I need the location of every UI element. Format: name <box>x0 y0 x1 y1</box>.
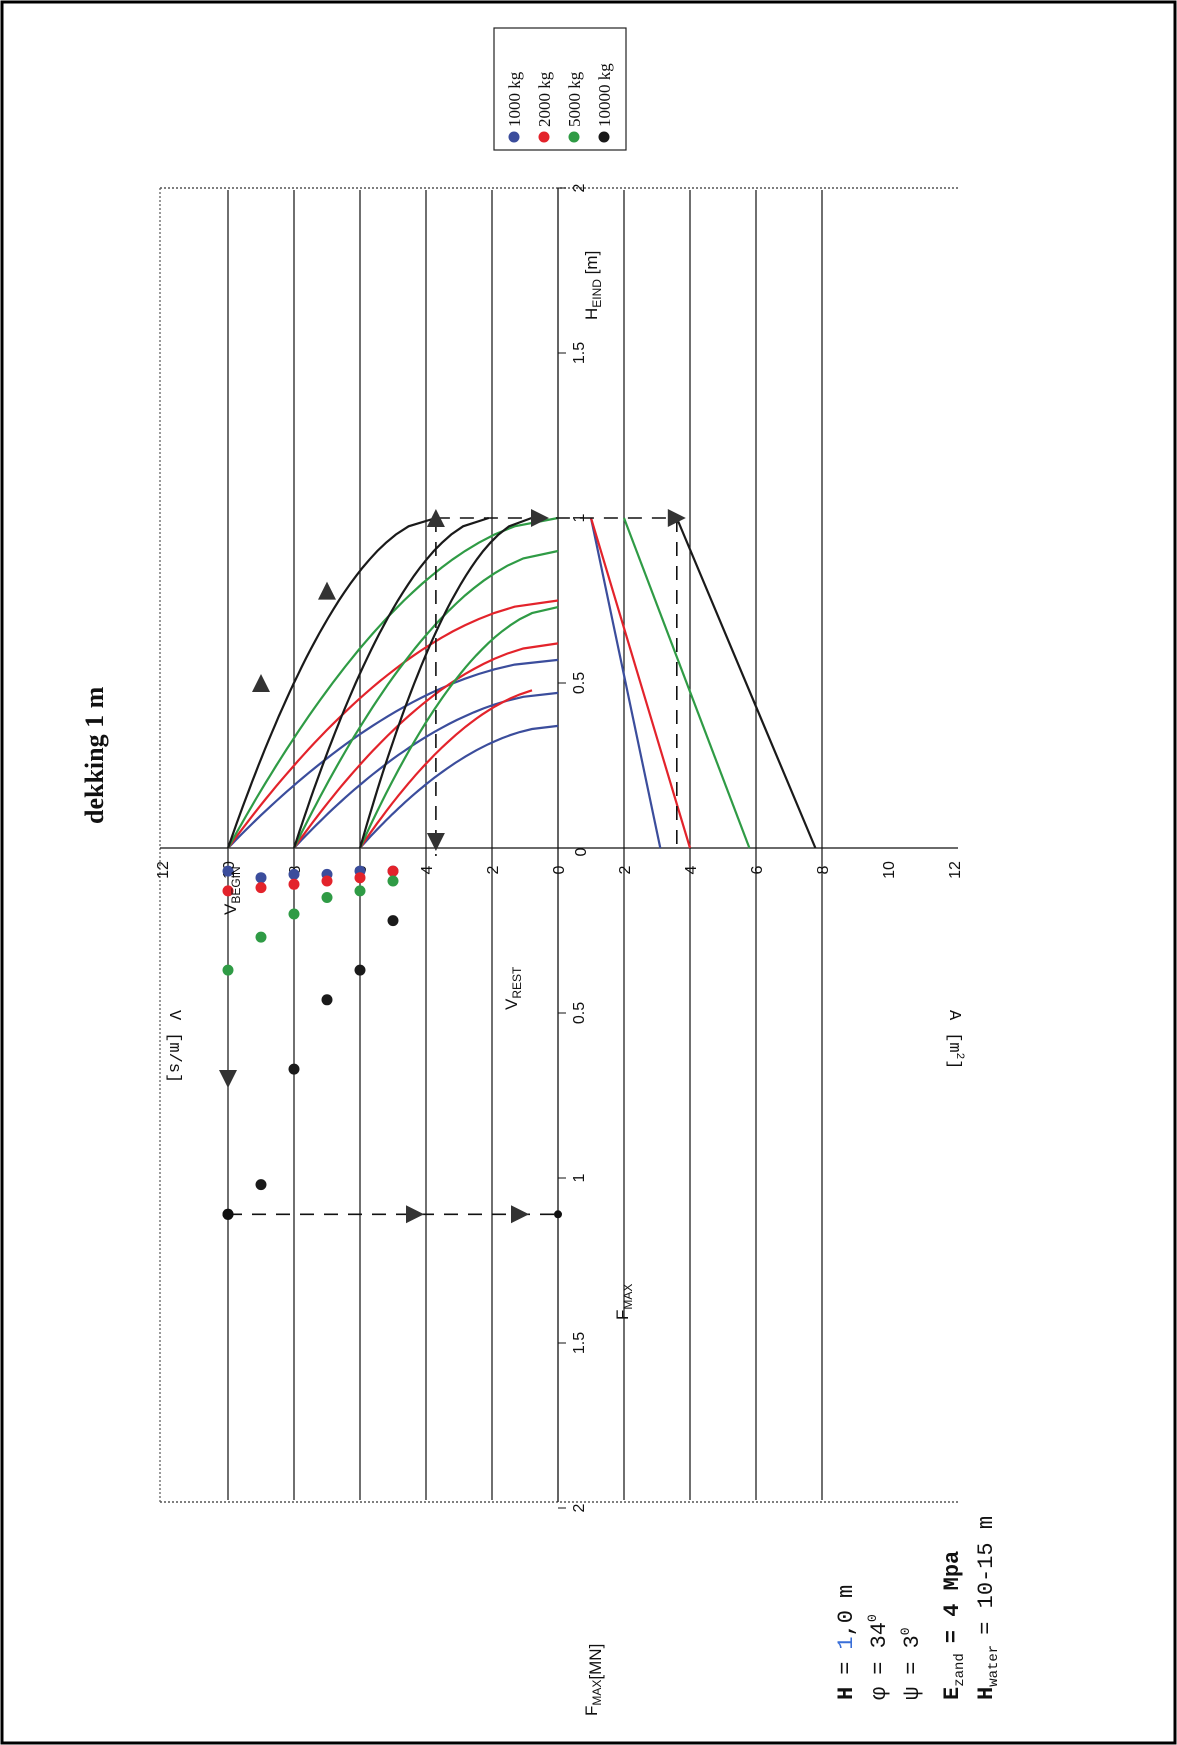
velocity-curve-5000kg-1 <box>293 549 559 849</box>
v-tick-label: 0 <box>551 865 568 874</box>
f-max-point-10000kg <box>354 964 366 976</box>
param-psi: ψ= 30 <box>898 1627 925 1700</box>
a-axis-label: A[m2] <box>944 1010 965 1069</box>
annotations: VBEGIN VREST FMAX <box>221 866 635 1320</box>
arrow-curve-1 <box>252 674 270 692</box>
velocity-curve-10000kg-2 <box>358 516 532 849</box>
f-max-point-10000kg <box>288 1063 300 1075</box>
legend-marker <box>568 131 580 143</box>
v-tick-label: 12 <box>155 861 172 879</box>
legend-label: 5000 kg <box>565 71 584 127</box>
f-max-point-10000kg <box>321 994 333 1006</box>
velocity-curve-2000kg-2 <box>359 689 533 849</box>
a-tick-label: 2 <box>617 865 634 874</box>
param-hwater: Hwater= 10-15 m <box>974 1516 1002 1700</box>
h-eind-tick-label: 1.5 <box>571 342 588 364</box>
param-phi: φ= 340 <box>865 1614 892 1700</box>
velocity-curve-5000kg-0 <box>227 516 559 849</box>
a-tick-label: 12 <box>947 861 964 879</box>
f-max-point-1000kg <box>288 868 300 880</box>
v-rest-label: VREST <box>502 966 524 1010</box>
f-max-point-5000kg <box>288 908 300 920</box>
v-tick-label: 2 <box>485 865 502 874</box>
v-tick-label: 4 <box>419 865 436 874</box>
legend: 1000 kg 2000 kg 5000 kg 10000 kg <box>493 27 627 151</box>
f-max-point-1000kg <box>222 865 234 877</box>
velocity-curve-10000kg-0 <box>226 516 437 849</box>
f-max-point-10000kg <box>255 1179 267 1191</box>
f-max-point-1000kg <box>255 872 267 884</box>
arrow-fmax-path <box>219 1070 237 1088</box>
legend-label: 1000 kg <box>505 71 524 127</box>
area-line-1000kg <box>589 517 662 849</box>
arrow-curve-2 <box>318 581 336 600</box>
arrow-heind <box>531 509 549 527</box>
f-max-tick-label: 1.5 <box>571 1332 588 1354</box>
velocity-curve-1000kg-1 <box>293 691 559 849</box>
param-ezand: Ezand= 4 Mpa <box>940 1551 968 1700</box>
legend-box <box>493 27 627 151</box>
legend-label: 10000 kg <box>595 63 614 127</box>
a-tick-label: 4 <box>683 865 700 874</box>
arrow-vrest-top <box>426 509 445 527</box>
f-max-point-2000kg <box>288 878 300 890</box>
f-max-point-5000kg <box>354 885 366 897</box>
chart-title: dekking 1 m <box>80 686 109 824</box>
f-max-point-2000kg <box>387 865 399 877</box>
f-max-tick-label: 0.5 <box>571 1002 588 1024</box>
velocity-curve-10000kg-1 <box>292 516 490 849</box>
h-eind-tick-label: 1 <box>571 513 588 522</box>
arrow-vrest <box>426 833 445 851</box>
a-tick-label: 10 <box>881 861 898 879</box>
f-max-tick-label: 2 <box>571 1503 588 1512</box>
f-max-point-10000kg <box>387 915 399 927</box>
h-eind-tick-label: 2 <box>571 183 588 192</box>
f-max-point-2000kg <box>321 875 333 887</box>
parameter-block: H=1,0m φ= 340 ψ= 30 Ezand= 4 Mpa Hwater=… <box>834 1516 1002 1700</box>
velocity-curve-5000kg-2 <box>358 606 559 849</box>
legend-label: 2000 kg <box>535 71 554 127</box>
axis-labels: HEIND [m] FMAX[MN] V[m/s] A[m2] <box>164 251 965 1716</box>
arrow-fmax-axis <box>511 1205 529 1224</box>
f-max-tick-label: 1 <box>571 1173 588 1182</box>
h-eind-tick-label: 0.5 <box>571 672 588 694</box>
velocity-curve-1000kg-2 <box>359 724 559 849</box>
velocity-curve-2000kg-0 <box>227 599 559 849</box>
f-max-point-2000kg <box>255 882 267 894</box>
area-line-2000kg <box>589 517 692 849</box>
legend-marker <box>538 131 550 143</box>
h-eind-axis-label: HEIND [m] <box>582 251 604 320</box>
example-start-point <box>222 1208 234 1220</box>
example-end-point <box>554 1210 562 1219</box>
v-begin-label: VBEGIN <box>221 866 243 915</box>
x-tick-label-0: 0 <box>573 847 590 856</box>
arrow-area-top <box>667 509 686 527</box>
f-max-annotation: FMAX <box>613 1284 635 1320</box>
a-tick-label: 6 <box>749 865 766 874</box>
a-tick-label: 8 <box>815 865 832 874</box>
area-line-10000kg <box>675 517 817 849</box>
velocity-curve-2000kg-1 <box>293 642 559 849</box>
f-max-point-5000kg <box>321 892 333 903</box>
f-max-point-5000kg <box>222 964 234 976</box>
legend-marker <box>508 131 520 143</box>
f-max-point-5000kg <box>255 931 267 943</box>
v-axis-label: V[m/s] <box>164 1010 183 1083</box>
f-max-point-2000kg <box>222 885 234 897</box>
f-max-point-2000kg <box>354 872 366 884</box>
arrow-fmax-right <box>406 1205 424 1224</box>
area-line-5000kg <box>622 517 751 849</box>
legend-marker <box>598 131 610 143</box>
velocity-curve-1000kg-0 <box>227 658 559 849</box>
f-max-point-5000kg <box>387 875 399 887</box>
f-max-axis-label: FMAX[MN] <box>582 1644 605 1716</box>
param-h: H=1,0m <box>834 1585 859 1700</box>
